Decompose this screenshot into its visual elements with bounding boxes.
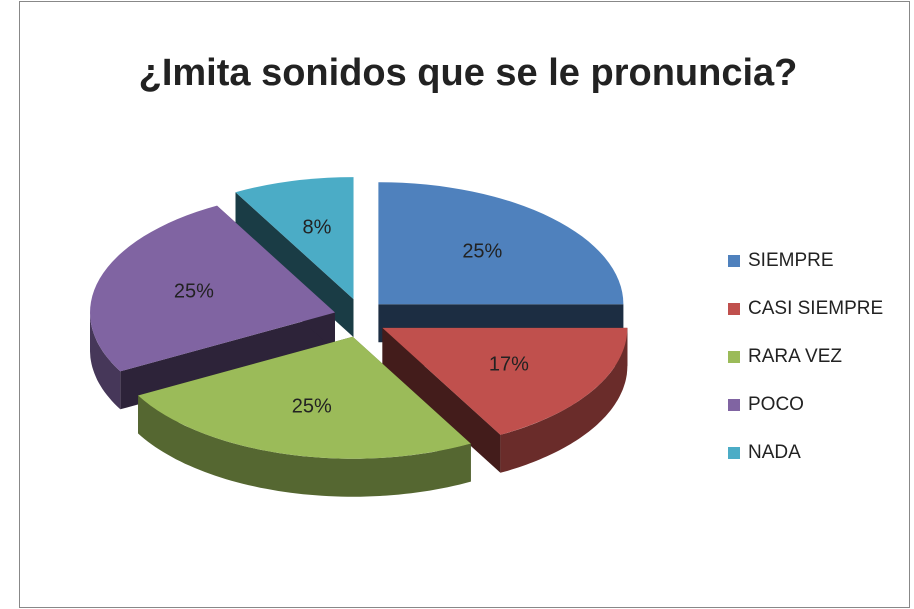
legend-label: RARA VEZ bbox=[748, 346, 842, 367]
slice-side bbox=[138, 395, 471, 497]
legend-label: CASI SIEMPRE bbox=[748, 298, 883, 319]
slice-side bbox=[500, 327, 628, 473]
legend-swatch bbox=[728, 255, 740, 267]
slice-top bbox=[378, 182, 624, 305]
legend-label: NADA bbox=[748, 442, 801, 463]
pie-slice bbox=[138, 336, 471, 497]
legend-swatch bbox=[728, 303, 740, 315]
slice-wall bbox=[120, 312, 335, 410]
pie-slice bbox=[382, 327, 628, 473]
pie-slice bbox=[90, 205, 336, 410]
legend-label: POCO bbox=[748, 394, 804, 415]
pie-slice bbox=[235, 177, 354, 338]
slice-wall bbox=[235, 192, 354, 338]
slice-wall bbox=[382, 327, 501, 473]
data-label: 25% bbox=[462, 241, 502, 263]
data-label: 25% bbox=[292, 395, 332, 417]
chart-title: ¿Imita sonidos que se le pronuncia? bbox=[139, 52, 798, 94]
legend-swatch bbox=[728, 399, 740, 411]
data-label: 8% bbox=[303, 216, 332, 238]
data-label: 25% bbox=[174, 280, 214, 302]
data-label: 17% bbox=[489, 353, 529, 375]
legend-swatch bbox=[728, 351, 740, 363]
slice-top bbox=[90, 205, 336, 372]
legend-label: SIEMPRE bbox=[748, 250, 834, 271]
slice-top bbox=[235, 177, 354, 300]
slice-top bbox=[138, 336, 471, 459]
slice-side bbox=[90, 313, 121, 410]
legend-swatch bbox=[728, 447, 740, 459]
slice-top bbox=[382, 327, 628, 435]
